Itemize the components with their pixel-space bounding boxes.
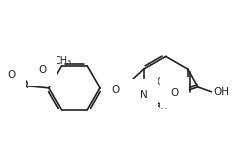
Text: CH₃: CH₃ <box>157 77 175 87</box>
Text: O: O <box>112 85 120 95</box>
Text: O: O <box>38 65 46 75</box>
Text: CH₃: CH₃ <box>54 56 72 66</box>
Text: N: N <box>140 90 147 100</box>
Text: OH: OH <box>213 87 229 97</box>
Text: O: O <box>171 88 179 98</box>
Text: O: O <box>7 70 15 80</box>
